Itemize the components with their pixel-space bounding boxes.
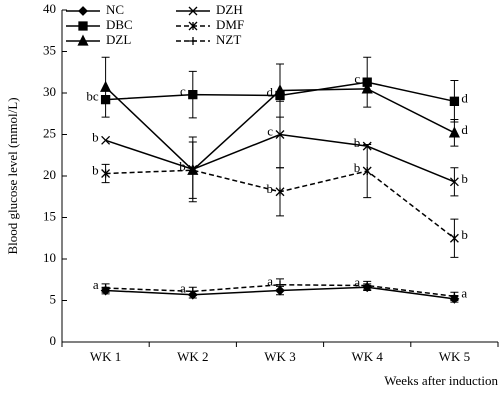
data-point [276, 280, 284, 289]
significance-letter: b [461, 227, 468, 242]
legend-marker [188, 21, 198, 31]
data-point [274, 84, 286, 96]
legend-label: DMF [216, 17, 244, 32]
significance-letter: a [180, 280, 186, 295]
x-tick-label: WK 2 [177, 349, 208, 364]
y-tick-label: 10 [43, 250, 56, 265]
significance-letter: b [267, 181, 274, 196]
data-point [449, 177, 459, 187]
data-point [275, 187, 285, 197]
y-tick-label: 0 [50, 333, 57, 348]
significance-letter: a [354, 275, 360, 290]
data-point [188, 165, 198, 175]
y-tick-label: 5 [50, 291, 57, 306]
significance-letter: a [461, 285, 467, 300]
y-tick-label: 35 [43, 42, 56, 57]
significance-letter: a [267, 274, 273, 289]
data-point [188, 90, 198, 100]
significance-letter: b [354, 160, 361, 175]
data-point [362, 77, 372, 87]
data-point [188, 287, 197, 296]
series-line [105, 283, 455, 298]
significance-letter: b [461, 171, 468, 186]
legend-marker [77, 34, 89, 46]
significance-letter: b [179, 158, 186, 173]
x-axis-label: Weeks after induction [384, 373, 498, 388]
legend-label: DBC [106, 17, 133, 32]
significance-letter: b [92, 162, 99, 177]
data-point [275, 130, 285, 139]
data-point [449, 233, 459, 243]
x-tick-label: WK 4 [351, 349, 383, 364]
y-tick-label: 20 [43, 167, 56, 182]
significance-letter: b [92, 129, 99, 144]
x-tick-label: WK 1 [90, 349, 121, 364]
y-tick-label: 40 [43, 1, 56, 16]
data-point [101, 135, 111, 145]
data-point [448, 126, 460, 138]
legend-marker [189, 37, 197, 45]
significance-letter: d [461, 122, 468, 137]
significance-letter: c [180, 84, 186, 99]
legend-marker [78, 6, 88, 16]
data-point [101, 284, 110, 293]
significance-letter: c [267, 123, 273, 138]
legend-marker [78, 21, 88, 31]
data-point [363, 281, 372, 290]
significance-letter: a [93, 277, 99, 292]
data-point [101, 169, 111, 178]
data-point [450, 292, 459, 301]
legend-label: DZH [216, 2, 243, 17]
significance-letter: d [267, 84, 274, 99]
legend-marker [188, 6, 198, 16]
significance-letter: c [354, 71, 360, 86]
significance-letter: b [354, 135, 361, 150]
legend-label: DZL [106, 32, 131, 47]
data-point [361, 82, 373, 94]
legend-label: NZT [216, 32, 241, 47]
y-tick-label: 25 [43, 125, 56, 140]
y-tick-label: 30 [43, 84, 56, 99]
x-tick-label: WK 3 [264, 349, 295, 364]
y-tick-label: 15 [43, 208, 56, 223]
significance-letter: d [461, 90, 468, 105]
y-axis-label: Blood glucose level (mmol/L) [5, 97, 20, 254]
significance-letter: bc [86, 89, 99, 104]
x-tick-label: WK 5 [439, 349, 470, 364]
data-point [362, 166, 372, 176]
data-point [449, 96, 460, 106]
legend-label: NC [106, 2, 124, 17]
data-point [100, 80, 112, 92]
